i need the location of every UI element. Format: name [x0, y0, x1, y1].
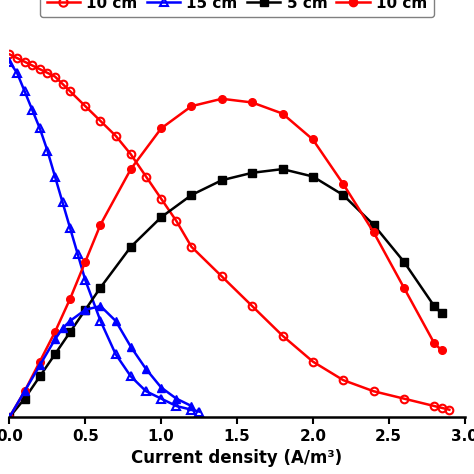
- X-axis label: Current density (A/m³): Current density (A/m³): [131, 449, 343, 467]
- Legend: 10 cm, 15 cm, 5 cm, 10 cm: 10 cm, 15 cm, 5 cm, 10 cm: [40, 0, 434, 17]
